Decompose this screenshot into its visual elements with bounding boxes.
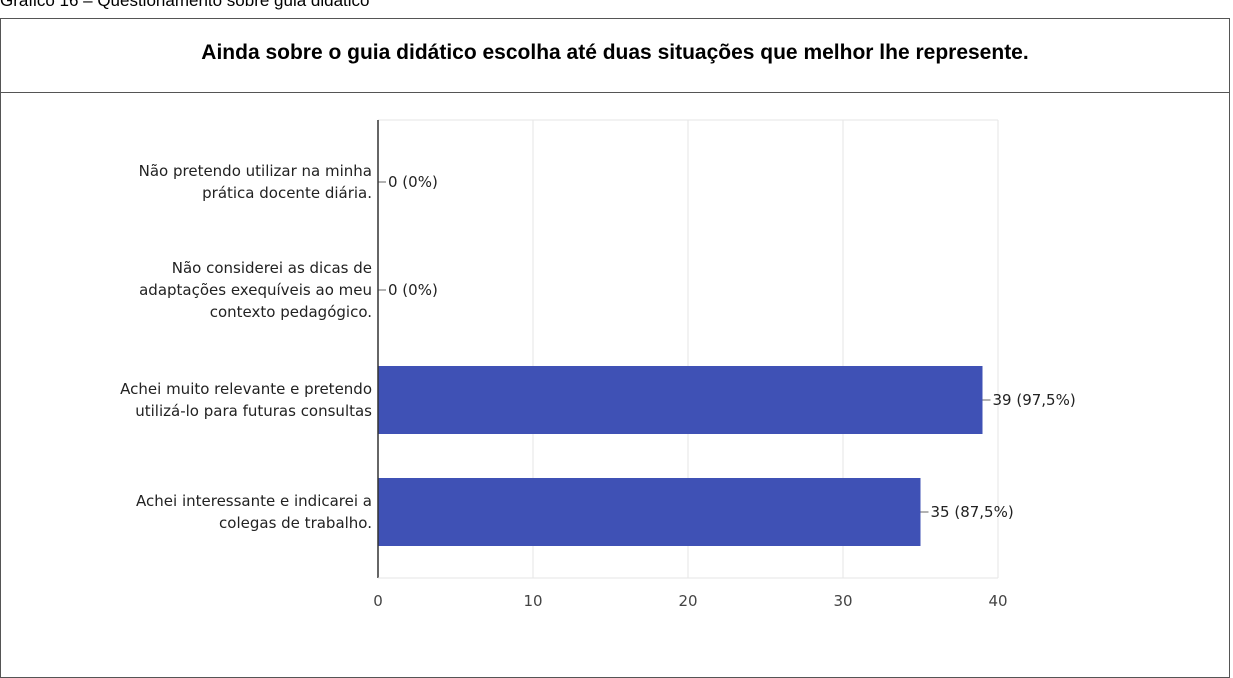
chart-title: Ainda sobre o guia didático escolha até … [201,41,1029,64]
chart-title-bar: Ainda sobre o guia didático escolha até … [1,19,1229,93]
x-tick-label: 40 [988,592,1007,610]
category-label: Achei muito relevante e pretendo utilizá-… [120,380,372,420]
bar [378,478,921,546]
x-tick-label: 10 [523,592,542,610]
category-label: Não pretendo utilizar na minha prática do… [139,162,372,202]
x-tick-label: 30 [833,592,852,610]
data-label: 39 (97,5%) [993,391,1076,409]
data-label: 0 (0%) [388,281,438,299]
category-label: Não considerei as dicas de adaptações exe… [139,259,372,321]
category-label: Achei interessante e indicarei a colegas … [136,492,372,532]
bar [378,366,983,434]
figure-caption: Gráfico 16 – Questionamento sobre guia d… [0,0,370,10]
x-tick-label: 20 [678,592,697,610]
data-label: 0 (0%) [388,173,438,191]
data-label: 35 (87,5%) [931,503,1014,521]
x-tick-label: 0 [373,592,383,610]
